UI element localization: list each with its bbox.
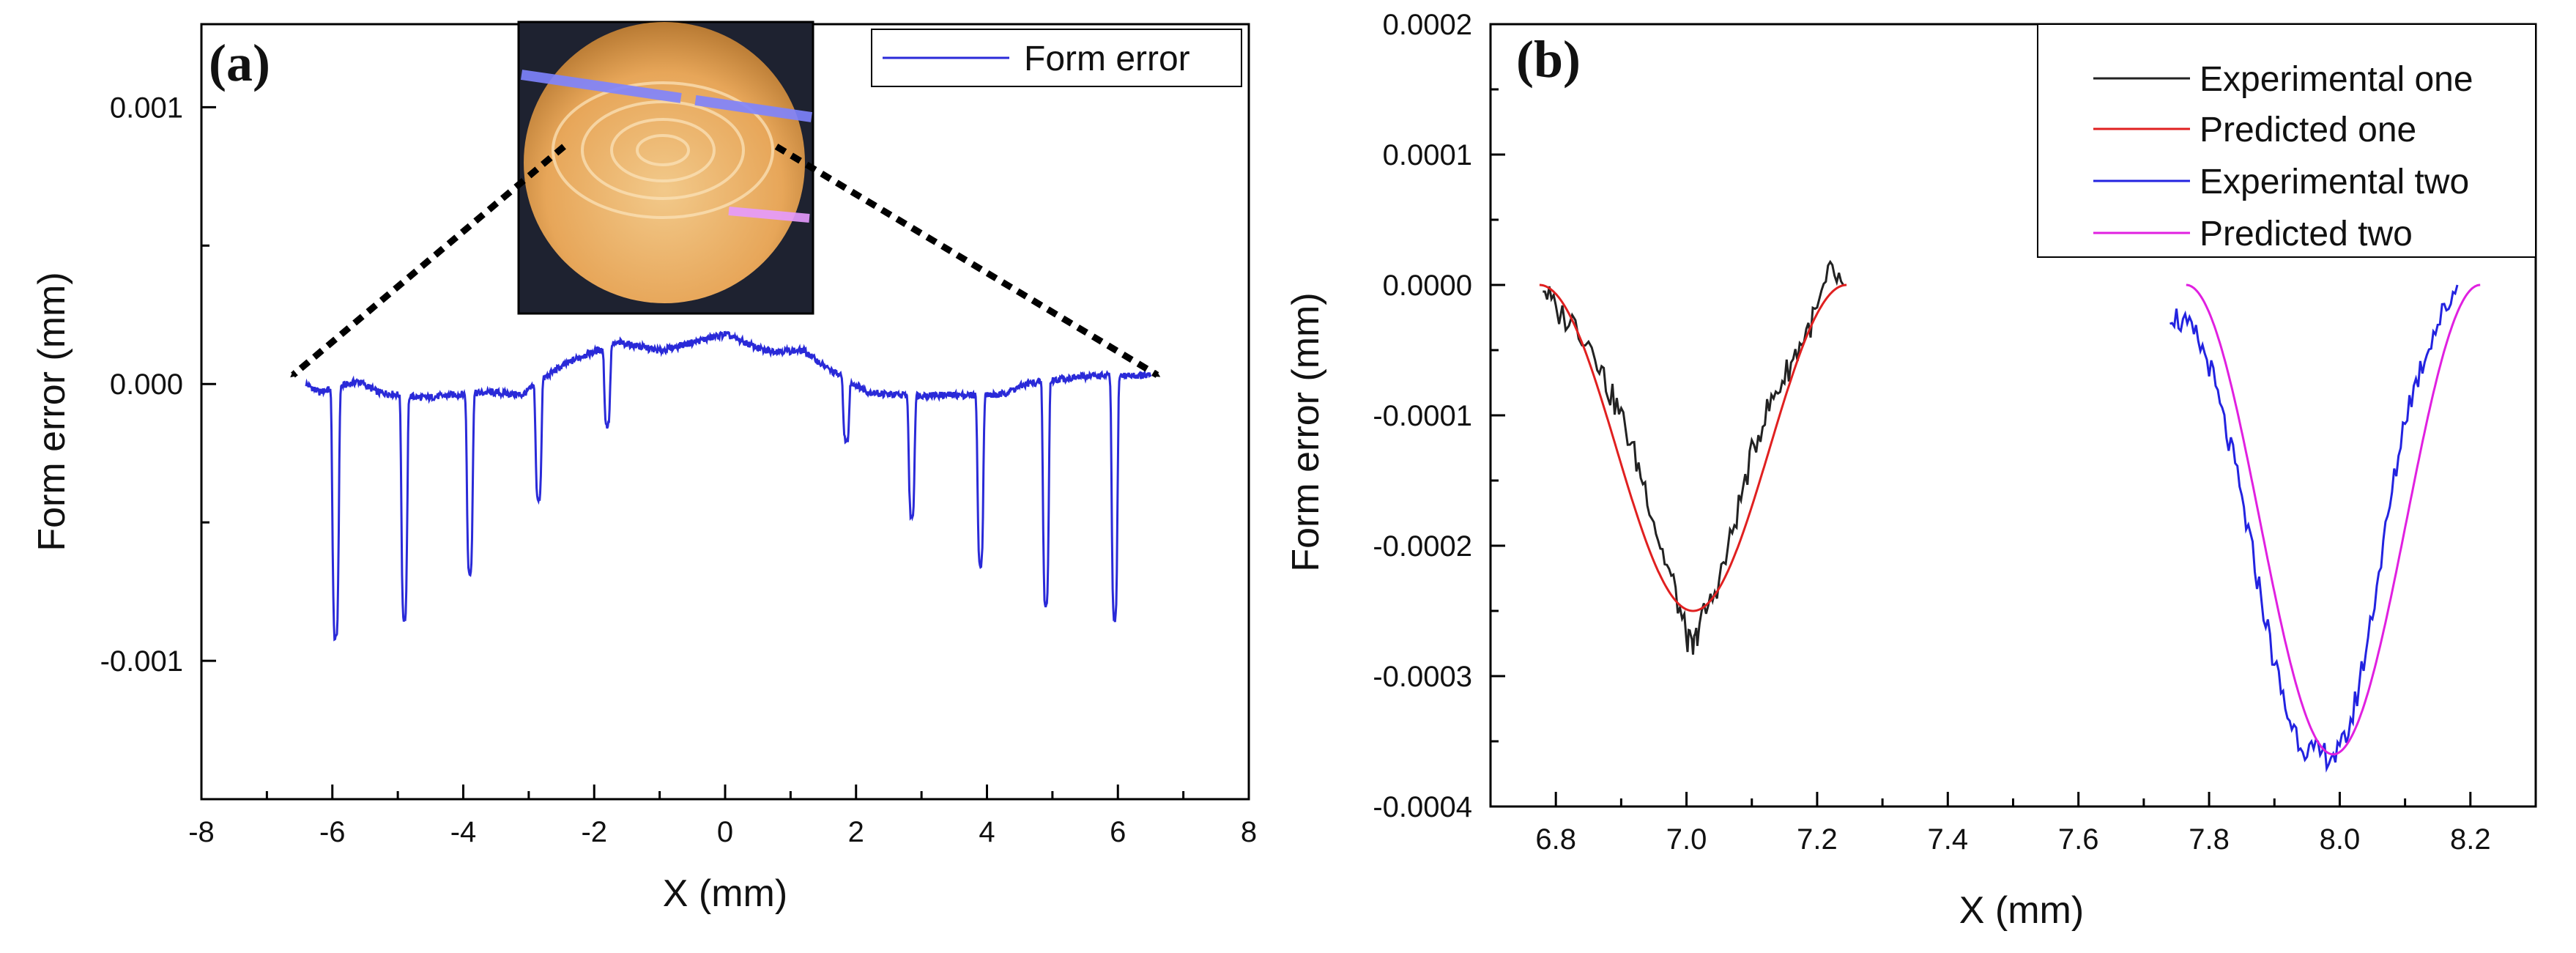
y-tick-label: 0.0000 (1383, 270, 1472, 302)
legend-label-predicted-two: Predicted two (2200, 215, 2413, 253)
light-reflection-bottom (728, 207, 810, 223)
legend-b: Experimental one Predicted one Experimen… (2037, 23, 2536, 258)
x-axis-title-a: X (mm) (663, 872, 787, 915)
panel-a: -8 -6 -4 -2 0 2 4 6 8 0.001 0.000 -0.001 (a) X (mm… (31, 21, 1257, 915)
y-tick-label: 0.0001 (1383, 139, 1472, 171)
lens-disc (524, 22, 805, 303)
lens-rings (552, 81, 774, 219)
y-tick-label: -0.0001 (1373, 400, 1472, 432)
series-b (1539, 259, 2481, 773)
x-tick-label: 7.0 (1666, 823, 1707, 856)
y-axis-a: 0.001 0.000 -0.001 (100, 92, 216, 678)
x-axis-title-b: X (mm) (1959, 889, 2084, 932)
panel-b: 6.8 7.0 7.2 7.4 7.6 7.8 8.0 8.2 0.00020.00010.0… (1285, 9, 2537, 932)
series-line-experimental-two (2169, 284, 2459, 773)
y-axis-b: 0.0002 0.0001 0.0000 -0.0001 -0.0002 -0.0003 -… (1373, 9, 1505, 823)
y-axis-title-a: Form error (mm) (31, 272, 73, 551)
y-tick-label: -0.001 (100, 645, 183, 678)
pointer-arrow-left (290, 144, 566, 378)
series-line-experimental-one (1543, 259, 1844, 655)
x-tick-label: 8.0 (2320, 823, 2361, 856)
x-tick-label: -8 (188, 816, 215, 848)
light-reflection-top (520, 70, 813, 122)
y-tick-label: 0.000 (110, 368, 183, 401)
series-line-form-error (305, 330, 1152, 642)
x-axis-a: -8 -6 -4 -2 0 2 4 6 8 (188, 785, 1257, 848)
panel-label-a: (a) (209, 34, 270, 92)
x-tick-label: 7.8 (2189, 823, 2230, 856)
x-tick-label: 0 (717, 816, 733, 848)
x-tick-label: 2 (848, 816, 864, 848)
x-tick-label: -6 (319, 816, 346, 848)
y-tick-label: 0.001 (110, 92, 183, 124)
x-tick-label: -4 (450, 816, 477, 848)
x-tick-label: 8.2 (2450, 823, 2491, 856)
x-tick-label: -2 (581, 816, 607, 848)
x-tick-label: 7.4 (1928, 823, 1969, 856)
y-tick-label: -0.0003 (1373, 661, 1472, 693)
y-tick-label: -0.0002 (1373, 530, 1472, 563)
x-tick-label: 7.6 (2058, 823, 2099, 856)
x-tick-label: 6 (1110, 816, 1126, 848)
x-tick-label: 8 (1241, 816, 1257, 848)
x-tick-label: 6.8 (1535, 823, 1576, 856)
series-a (305, 330, 1152, 642)
x-tick-label: 4 (979, 816, 995, 848)
legend-a: Form error (871, 29, 1242, 87)
inset-photo (517, 21, 814, 315)
legend-box-b (2037, 23, 2536, 258)
legend-label-form-error: Form error (1024, 40, 1190, 78)
y-axis-title-b: Form error (mm) (1285, 292, 1327, 571)
legend-label-experimental-one: Experimental one (2200, 60, 2473, 99)
y-tick-label: 0.0002 (1383, 9, 1472, 41)
x-axis-b: 6.8 7.0 7.2 7.4 7.6 7.8 8.0 8.2 (1535, 792, 2491, 856)
series-line-predicted-one (1539, 283, 1847, 612)
series-line-predicted-two (2186, 283, 2481, 756)
legend-label-predicted-one: Predicted one (2200, 111, 2416, 149)
x-tick-label: 7.2 (1797, 823, 1838, 856)
y-tick-label: -0.0004 (1373, 791, 1472, 823)
legend-label-experimental-two: Experimental two (2200, 163, 2469, 201)
panel-label-b: (b) (1516, 30, 1581, 89)
pointer-arrow-right (774, 144, 1161, 378)
